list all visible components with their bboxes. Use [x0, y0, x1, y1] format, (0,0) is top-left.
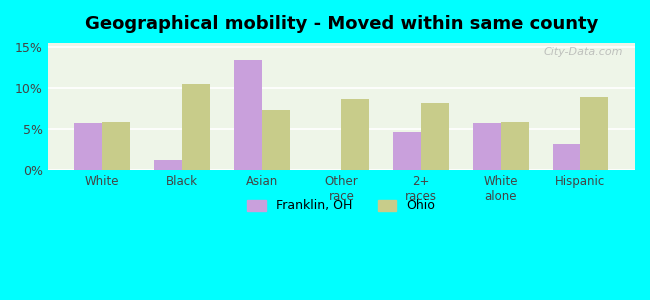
Title: Geographical mobility - Moved within same county: Geographical mobility - Moved within sam…: [84, 15, 598, 33]
Bar: [341, 99, 369, 170]
Bar: [393, 132, 421, 170]
Bar: [500, 122, 528, 170]
Bar: [234, 60, 262, 170]
Bar: [580, 97, 608, 170]
Bar: [262, 110, 289, 170]
Text: City-Data.com: City-Data.com: [544, 47, 623, 57]
Bar: [421, 103, 449, 170]
Bar: [182, 84, 210, 170]
Bar: [552, 144, 580, 170]
Bar: [154, 160, 182, 170]
Legend: Franklin, OH, Ohio: Franklin, OH, Ohio: [242, 194, 440, 218]
Bar: [75, 123, 102, 170]
Bar: [102, 122, 130, 170]
Bar: [473, 123, 501, 170]
